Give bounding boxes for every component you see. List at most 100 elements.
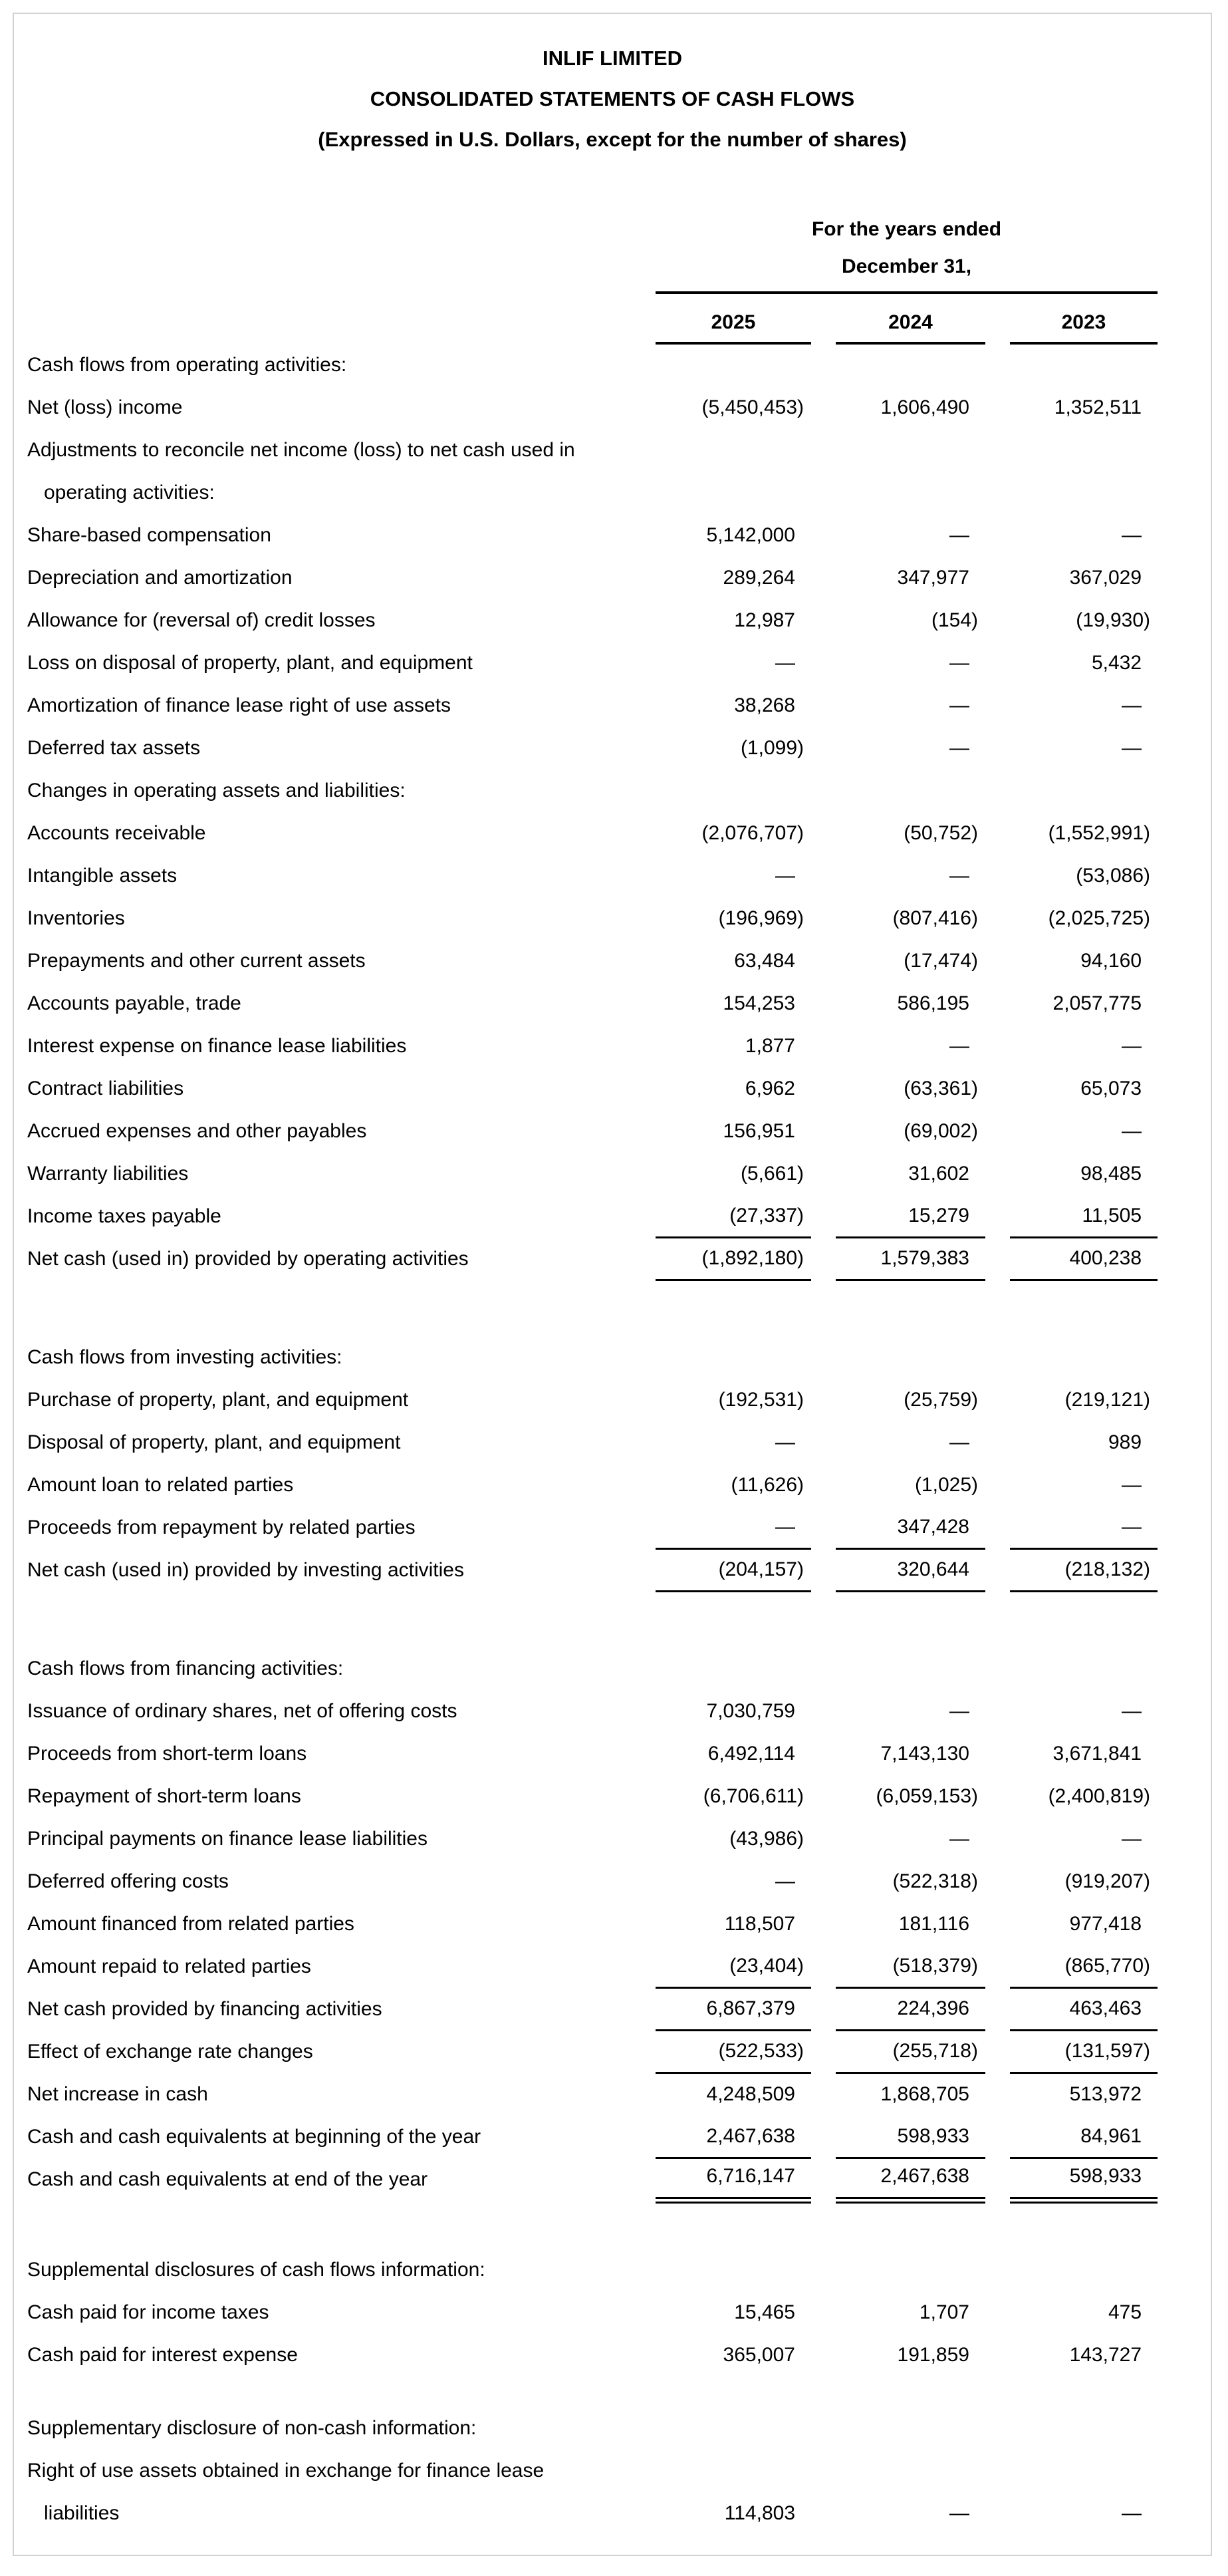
value-cell: (518,379)	[836, 1945, 985, 1989]
table-row: Principal payments on finance lease liab…	[27, 1817, 1158, 1860]
column-gap	[811, 1067, 836, 1109]
row-label: liabilities	[44, 2502, 120, 2524]
column-gap	[985, 343, 1010, 386]
column-gap	[985, 1689, 1010, 1732]
value-cell: 2,467,638	[656, 2115, 811, 2159]
value-cell: 84,961	[1010, 2115, 1158, 2159]
table-row: Amount financed from related parties 118,…	[27, 1902, 1158, 1945]
value-cell: 400,238	[1010, 1237, 1158, 1281]
row-label: Loss on disposal of property, plant, and…	[27, 652, 473, 674]
value-cell: 365,007	[723, 2344, 795, 2366]
column-gap	[985, 1860, 1010, 1902]
value-cell: 15,465	[734, 2301, 795, 2323]
column-gap	[811, 2073, 836, 2115]
table-row: Loss on disposal of property, plant, and…	[27, 641, 1158, 684]
value-cell: 598,933	[1010, 2158, 1158, 2204]
value-cell: (2,025,725)	[1048, 907, 1151, 929]
table-row: Proceeds from repayment by related parti…	[27, 1506, 1158, 1550]
row-label: Right of use assets obtained in exchange…	[27, 2460, 545, 2482]
value-cell: 2,057,775	[1052, 992, 1142, 1014]
table-row: Disposal of property, plant, and equipme…	[27, 1421, 1158, 1463]
spacer-row	[27, 1591, 1158, 1647]
value-cell: 15,279	[836, 1195, 985, 1238]
column-gap	[811, 1548, 836, 1591]
value-cell: (865,770)	[1010, 1945, 1158, 1989]
column-gap	[985, 599, 1010, 641]
value-cell	[836, 428, 985, 471]
value-cell: 224,396	[836, 1987, 985, 2031]
column-gap	[985, 1817, 1010, 1860]
table-row: Income taxes payable (27,337) 15,279 11,505	[27, 1195, 1158, 1238]
column-gap	[985, 1195, 1010, 1237]
value-cell	[1010, 2449, 1158, 2492]
column-gap	[811, 769, 836, 811]
table-row: Cash flows from operating activities:	[27, 343, 1158, 386]
value-cell	[1010, 343, 1158, 386]
column-gap	[811, 939, 836, 982]
column-gap	[985, 2406, 1010, 2449]
row-label: Net (loss) income	[27, 396, 183, 418]
row-label: Net increase in cash	[27, 2083, 208, 2105]
company-name: INLIF LIMITED	[542, 47, 683, 70]
row-label: Inventories	[27, 907, 125, 929]
value-cell: (27,337)	[656, 1195, 811, 1238]
table-row: Right of use assets obtained in exchange…	[27, 2449, 1158, 2492]
column-gap	[985, 641, 1010, 684]
value-cell: (25,759)	[904, 1389, 978, 1411]
value-cell: 1,707	[919, 2301, 969, 2323]
row-label: Deferred tax assets	[27, 737, 201, 759]
value-cell: 191,859	[897, 2344, 969, 2366]
value-cell: (69,002)	[904, 1120, 978, 1142]
column-gap	[811, 811, 836, 854]
row-label: Supplementary disclosure of non-cash inf…	[27, 2417, 477, 2439]
column-gap	[985, 1024, 1010, 1067]
table-row: Net increase in cash 4,248,509 1,868,705 51…	[27, 2073, 1158, 2115]
value-cell	[836, 1647, 985, 1689]
value-cell: 154,253	[723, 992, 795, 1014]
value-cell	[1010, 1647, 1158, 1689]
value-cell: 94,160	[1080, 950, 1142, 972]
value-cell: (255,718)	[836, 2030, 985, 2074]
column-gap	[985, 471, 1010, 513]
value-cell: 38,268	[734, 694, 795, 716]
value-cell: —	[1122, 1700, 1142, 1722]
column-gap	[811, 1902, 836, 1945]
row-label: Accounts payable, trade	[27, 992, 241, 1014]
column-gap	[811, 1421, 836, 1463]
column-gap	[811, 428, 836, 471]
row-label: Changes in operating assets and liabilit…	[27, 780, 406, 801]
column-gap	[811, 2115, 836, 2158]
value-cell: 11,505	[1010, 1195, 1158, 1238]
column-gap	[811, 1152, 836, 1195]
value-cell	[656, 428, 811, 471]
column-gap	[811, 1775, 836, 1817]
table-row: Allowance for (reversal of) credit losse…	[27, 599, 1158, 641]
spacer-cell	[27, 1591, 1158, 1647]
value-cell: 4,248,509	[706, 2083, 795, 2105]
value-cell: (218,132)	[1010, 1548, 1158, 1592]
row-label: Cash flows from investing activities:	[27, 1346, 342, 1368]
column-gap	[985, 2248, 1010, 2291]
row-label: Intangible assets	[27, 865, 178, 887]
column-gap	[811, 982, 836, 1024]
value-cell: 586,195	[897, 992, 969, 1014]
value-cell: 3,671,841	[1052, 1743, 1142, 1765]
table-row: Deferred tax assets (1,099) — —	[27, 726, 1158, 769]
table-row: Prepayments and other current assets 63,4…	[27, 939, 1158, 982]
table-row: Contract liabilities 6,962 (63,361) 65,073	[27, 1067, 1158, 1109]
value-cell	[836, 2406, 985, 2449]
row-label: Deferred offering costs	[27, 1870, 229, 1892]
row-label: Effect of exchange rate changes	[27, 2041, 313, 2063]
table-row: Inventories (196,969) (807,416) (2,025,725)	[27, 897, 1158, 939]
column-gap	[985, 2073, 1010, 2115]
value-cell: 6,867,379	[656, 1987, 811, 2031]
row-label: Warranty liabilities	[27, 1163, 189, 1185]
column-gap	[811, 2248, 836, 2291]
column-gap	[811, 1689, 836, 1732]
year-column-header: 2025	[656, 293, 811, 345]
value-cell: —	[949, 652, 969, 674]
value-cell: (6,706,611)	[703, 1785, 804, 1807]
table-row: Adjustments to reconcile net income (los…	[27, 428, 1158, 471]
table-row: Cash and cash equivalents at end of the …	[27, 2158, 1158, 2204]
